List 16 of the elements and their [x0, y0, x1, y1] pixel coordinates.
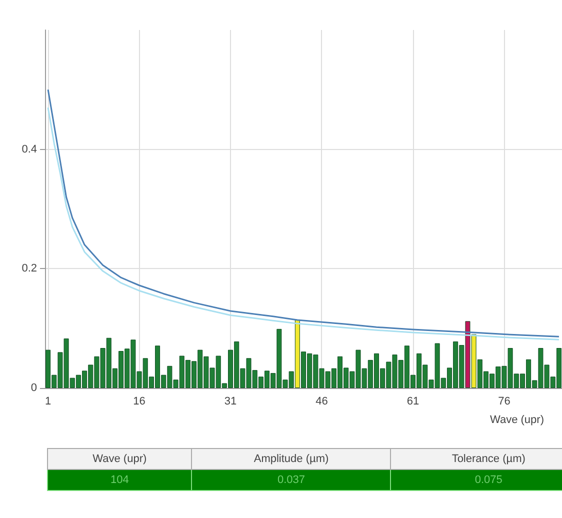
text: 0.037 [192, 470, 391, 490]
y-tick-label: 0 [30, 382, 37, 394]
y-tick-label: 0.4 [22, 143, 37, 156]
text: 104 [48, 470, 192, 490]
text: Tolerance (µm) [390, 448, 562, 470]
x-tick-label: 16 [133, 396, 146, 408]
x-tick-label: 1 [44, 396, 52, 408]
x-axis-title: Wave (upr) [490, 414, 544, 426]
x-tick-label: 61 [406, 396, 420, 408]
text: 0.075 [390, 470, 562, 490]
x-tick-label: 76 [498, 396, 510, 408]
x-tick-label: 46 [316, 396, 328, 408]
x-tick-label: 31 [224, 396, 237, 408]
text: Wave (upr) [48, 448, 192, 470]
y-tick-label: 0.2 [22, 262, 37, 275]
text: Amplitude (µm) [192, 448, 391, 470]
